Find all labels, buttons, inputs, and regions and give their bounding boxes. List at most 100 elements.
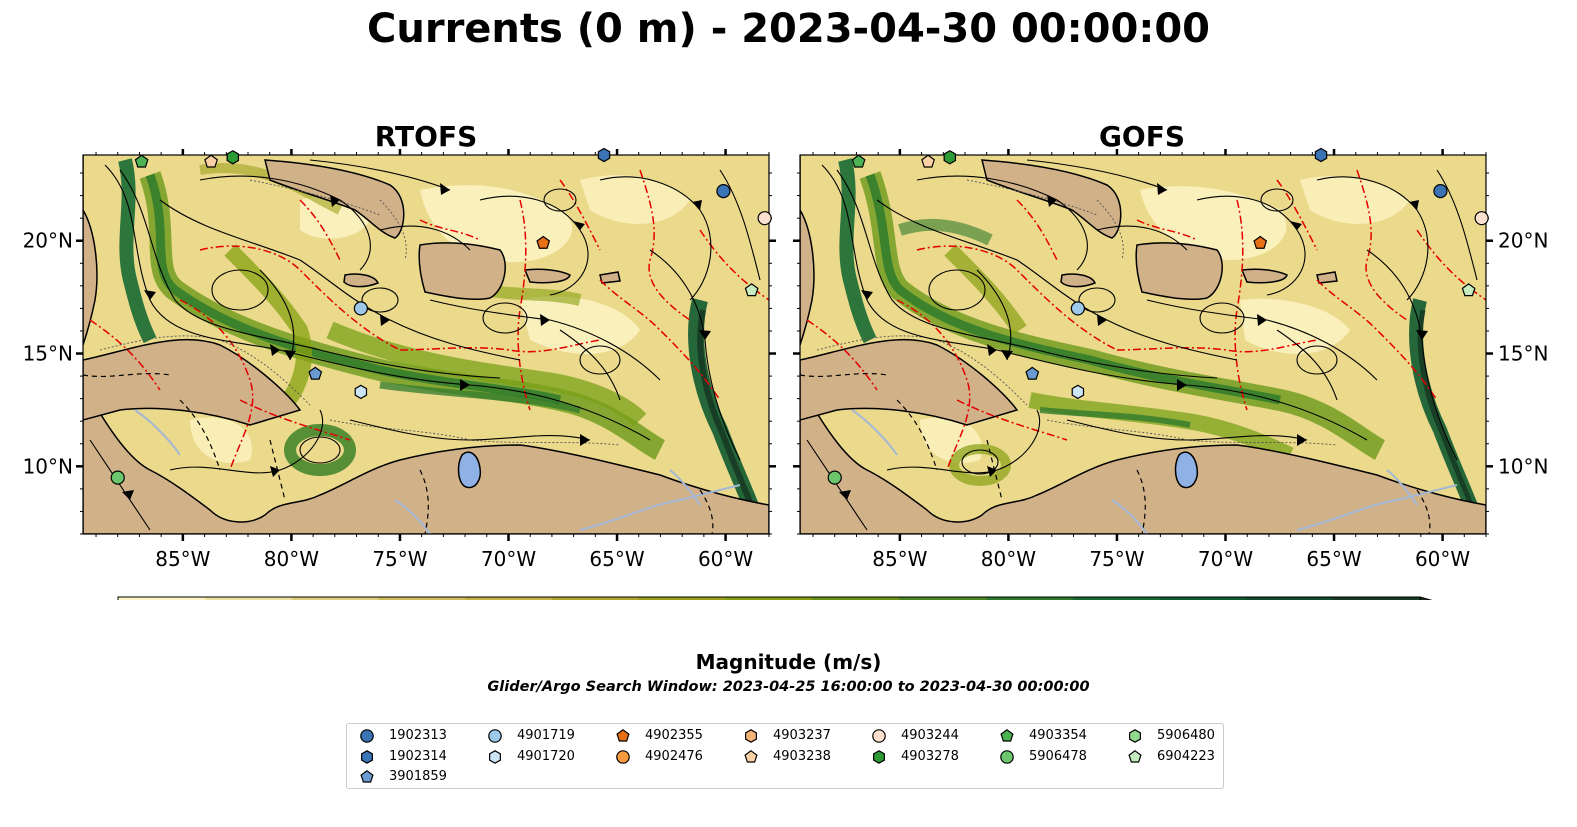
x-tick-label: 80°W — [264, 547, 319, 571]
legend-label: 4902476 — [645, 749, 703, 764]
legend-marker-4903278 — [873, 750, 885, 764]
rivers-lakes — [851, 409, 1458, 534]
legend-marker-6904223 — [1128, 750, 1142, 763]
pentagon-marker-icon — [1000, 729, 1014, 742]
pentagon-marker-icon — [1128, 750, 1142, 763]
x-tick-label: 70°W — [481, 547, 536, 571]
colorbar-bin — [986, 597, 1074, 600]
float-marker-5906478 — [827, 470, 842, 485]
legend-marker-4903238 — [744, 750, 758, 763]
colorbar-label: Magnitude (m/s) — [695, 650, 882, 674]
colorbar: 0.00.20.40.60.81.01.21.4 — [117, 596, 1433, 600]
figure-title: Currents (0 m) - 2023-04-30 00:00:00 — [367, 6, 1210, 52]
gofs-title: GOFS — [1099, 120, 1185, 153]
float-marker-4903244 — [757, 211, 772, 226]
float-marker-1902314 — [597, 147, 611, 163]
float-marker-6904223 — [1461, 283, 1476, 297]
hexagon-marker-icon — [489, 750, 501, 764]
rtofs-panel: RTOFS — [23, 120, 776, 571]
legend-label: 4901719 — [517, 728, 575, 743]
colorbar-bin — [465, 597, 553, 600]
y-tick-label: 10°N — [1498, 454, 1548, 478]
legend-label: 6904223 — [1157, 749, 1215, 764]
x-tick-label: 80°W — [981, 547, 1036, 571]
circle-marker-icon — [488, 729, 502, 743]
colorbar-bin — [118, 597, 206, 600]
streamlines — [806, 159, 1478, 531]
legend-marker-1902314 — [361, 750, 373, 764]
legend-label: 4903354 — [1029, 728, 1087, 743]
float-marker-4903278 — [226, 150, 240, 165]
float-marker-4902355 — [536, 235, 551, 249]
float-marker-3901859 — [308, 366, 323, 380]
legend-marker-4902476 — [616, 750, 630, 764]
float-marker-4903278 — [943, 150, 957, 165]
float-marker-4901719 — [1070, 301, 1085, 316]
colorbar-bin — [1159, 597, 1247, 600]
circle-marker-icon — [360, 729, 374, 743]
x-tick-label: 85°W — [872, 547, 927, 571]
float-marker-4903354 — [134, 154, 149, 168]
legend-marker-4903237 — [745, 729, 757, 743]
x-tick-label: 65°W — [589, 547, 644, 571]
colorbar-bin — [899, 597, 987, 600]
legend-label: 4903244 — [901, 728, 959, 743]
streamline-arrows — [839, 183, 1428, 500]
legend-label: 4903238 — [773, 749, 831, 764]
colorbar-bin — [1246, 597, 1334, 600]
legend-label: 5906478 — [1029, 749, 1087, 764]
colorbar-bin — [552, 597, 640, 600]
x-tick-label: 60°W — [1415, 547, 1470, 571]
eez-boundaries — [806, 169, 1486, 471]
colorbar-bin — [812, 597, 900, 600]
legend-label: 3901859 — [389, 769, 447, 784]
circle-marker-icon — [616, 750, 630, 764]
pentagon-marker-icon — [744, 750, 758, 763]
gofs-axis-ticks: 85°W 80°W 75°W 70°W 65°W 60°W 10°N 15°N 20°N — [793, 149, 1548, 571]
gofs-panel: GOFS — [793, 120, 1548, 571]
x-tick-label: 75°W — [372, 547, 427, 571]
colorbar-bin — [1333, 597, 1421, 600]
legend-marker-4901719 — [488, 729, 502, 743]
colorbar-bin — [291, 597, 379, 600]
float-marker-4901719 — [353, 301, 368, 316]
lake-maracaibo — [457, 451, 482, 489]
y-tick-label: 10°N — [23, 454, 73, 478]
x-tick-label: 75°W — [1089, 547, 1144, 571]
colorbar-bin — [204, 597, 293, 600]
search-window-text: Glider/Argo Search Window: 2023-04-25 16… — [487, 679, 1090, 695]
float-marker-4901720 — [1071, 384, 1085, 400]
float-marker-3901859 — [1025, 366, 1040, 380]
legend-marker-5906478 — [1000, 750, 1014, 764]
float-markers — [110, 147, 1489, 485]
legend-marker-1902313 — [360, 729, 374, 743]
float-marker-4902355 — [1253, 235, 1268, 249]
float-marker-1902313 — [716, 183, 731, 199]
colorbar-bin — [1072, 597, 1161, 600]
y-tick-label: 20°N — [1498, 229, 1548, 253]
rtofs-axis-ticks: 85°W 80°W 75°W 70°W 65°W 60°W 10°N 15°N 20°N — [23, 149, 776, 571]
hexagon-marker-icon — [745, 729, 757, 743]
legend-label: 5906480 — [1157, 728, 1215, 743]
colorbar-bin — [638, 597, 727, 600]
legend-label: 1902314 — [389, 749, 447, 764]
pentagon-marker-icon — [360, 770, 374, 783]
float-marker-4903238 — [204, 154, 218, 168]
float-marker-4901720 — [354, 384, 368, 400]
float-marker-4903354 — [851, 154, 866, 168]
eez-boundaries — [89, 169, 769, 471]
float-marker-6904223 — [744, 283, 759, 297]
legend-label: 1902313 — [389, 728, 447, 743]
y-tick-label: 15°N — [23, 342, 73, 366]
float-marker-1902313 — [1433, 183, 1448, 199]
current-speed-field — [801, 158, 1486, 533]
float-marker-4903238 — [921, 154, 935, 168]
legend-label: 4901720 — [517, 749, 575, 764]
legend-label: 4903278 — [901, 749, 959, 764]
float-marker-4903244 — [1474, 211, 1489, 226]
y-tick-label: 20°N — [23, 229, 73, 253]
legend-label: 4903237 — [773, 728, 831, 743]
colorbar-bin — [725, 597, 813, 600]
land — [800, 155, 1486, 534]
streamline-arrows — [122, 183, 711, 500]
